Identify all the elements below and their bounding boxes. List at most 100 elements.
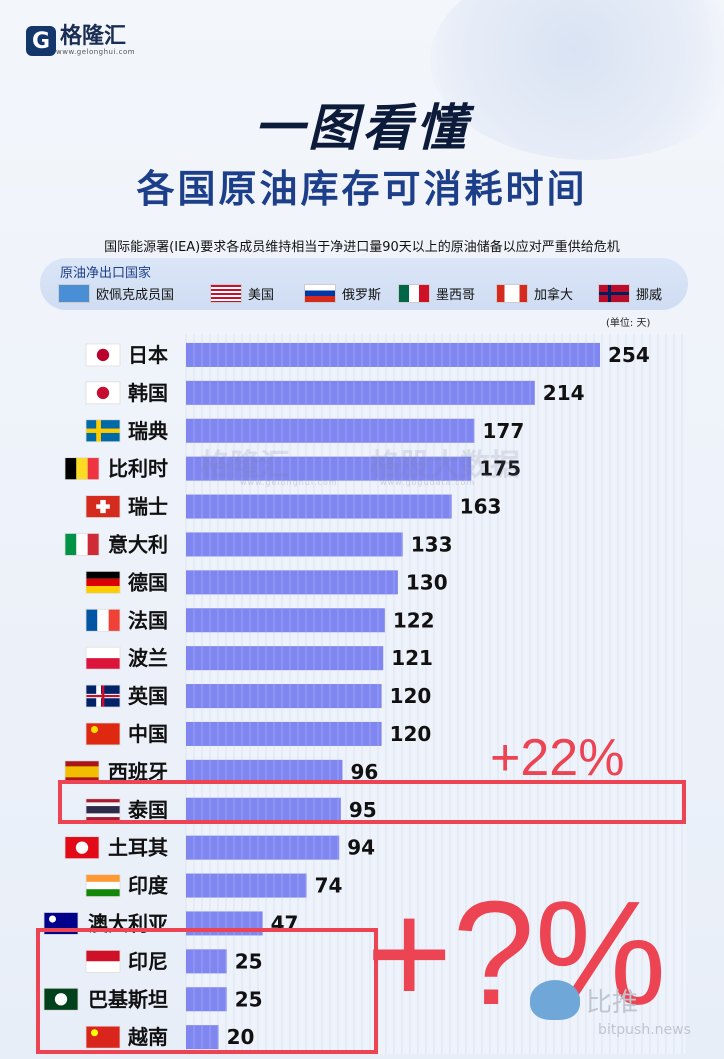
legend-item-mexico: 墨西哥: [398, 284, 475, 303]
bar-row: 175 比利时: [64, 456, 521, 481]
bar-value-label: 96: [350, 760, 378, 784]
bar-value-label: 120: [390, 722, 432, 746]
bar: [186, 873, 307, 898]
brand-logo: G 格隆汇 www.gelonghui.com: [26, 26, 135, 56]
legend-title: 原油净出口国家: [60, 266, 152, 281]
category-label: 英国: [128, 684, 168, 708]
china-flag-icon: [85, 722, 121, 746]
watermark-url-2: www.gogudata.com: [380, 478, 476, 487]
footer-brand-url: bitpush.news: [598, 1022, 691, 1038]
category-label: 瑞典: [128, 419, 168, 443]
footer-brand-name: 比推: [586, 987, 639, 1018]
bar: [186, 949, 227, 974]
unit-label: (单位: 天): [606, 318, 651, 329]
brand-name: 格隆汇: [60, 24, 127, 49]
korea-flag-icon: [85, 381, 121, 405]
category-label: 印度: [128, 874, 169, 898]
turkey-flag-icon: [64, 836, 100, 860]
category-label: 印尼: [128, 949, 168, 973]
bar-row: 96 西班牙: [64, 759, 378, 784]
bar-value-label: 25: [235, 987, 263, 1011]
legend-label: 墨西哥: [436, 288, 476, 303]
uk-flag-icon: [85, 684, 121, 708]
watermark-text-2: 格股大数据: [370, 448, 520, 483]
bar-value-label: 163: [460, 495, 502, 519]
pakistan-flag-icon: [43, 987, 79, 1011]
category-label: 西班牙: [108, 760, 168, 784]
legend-label: 挪威: [636, 288, 663, 303]
category-label: 波兰: [128, 646, 168, 670]
bar-row: 74 印度: [85, 873, 342, 898]
category-label: 瑞士: [128, 495, 168, 519]
sweden-flag-icon: [85, 419, 121, 443]
bar-value-label: 25: [235, 949, 263, 973]
bar: [186, 380, 535, 405]
page-subtitle-title: 各国原油库存可消耗时间: [136, 167, 588, 211]
poland-flag-icon: [85, 646, 121, 670]
vietnam-flag-icon: [85, 1025, 121, 1049]
logo-mark-icon: G: [26, 26, 56, 56]
usa-flag-icon: [210, 284, 242, 303]
bar-value-label: 120: [390, 684, 432, 708]
category-label: 法国: [128, 608, 168, 632]
bar-row: 95 泰国: [85, 797, 377, 822]
watermark-text: 格隆汇: [200, 448, 290, 483]
bar-value-label: 121: [391, 646, 433, 670]
germany-flag-icon: [85, 570, 121, 594]
bar: [186, 608, 385, 633]
bar-row: 177 瑞典: [85, 418, 524, 443]
category-label: 意大利: [108, 532, 168, 556]
bar-row: 122 法国: [85, 608, 435, 633]
legend-label: 加拿大: [534, 288, 574, 303]
bar-value-label: 94: [347, 836, 375, 860]
annotation-plus-question: +?%: [366, 871, 667, 1036]
highlight-box-thailand: [58, 780, 686, 824]
category-label: 比利时: [108, 457, 168, 481]
category-label: 韩国: [128, 381, 168, 405]
bar: [186, 721, 382, 746]
category-label: 越南: [127, 1025, 168, 1049]
italy-flag-icon: [64, 533, 100, 556]
watermark-url: www.gelonghui.com: [240, 478, 338, 487]
bar: [186, 342, 600, 367]
page-title: 一图看懂: [254, 99, 470, 157]
category-label: 中国: [128, 722, 168, 746]
russia-flag-icon: [304, 284, 336, 303]
bar-row: 20 越南: [85, 1025, 255, 1050]
category-label: 土耳其: [108, 836, 168, 860]
bar-row: 130 德国: [85, 570, 448, 595]
footer-brand: 比推: [530, 980, 638, 1020]
description-text: 国际能源署(IEA)要求各成员维持相当于净进口量90天以上的原油储备以应对严重供…: [104, 240, 620, 255]
switzerland-flag-icon: [85, 495, 121, 518]
bar: [186, 759, 343, 784]
bar-value-label: 175: [479, 457, 521, 481]
norway-flag-icon: [598, 284, 630, 303]
legend-label: 俄罗斯: [342, 288, 382, 303]
bar-value-label: 177: [482, 419, 524, 443]
bar-row: 25 印尼: [85, 949, 263, 974]
legend-item-usa: 美国: [210, 284, 274, 303]
bar-value-label: 20: [227, 1025, 255, 1049]
category-label: 日本: [128, 343, 168, 367]
bar: [186, 684, 382, 709]
bar-row: 94 土耳其: [64, 835, 375, 860]
bar-row: 254 日本: [85, 342, 650, 367]
indonesia-flag-icon: [85, 949, 121, 973]
bar-value-label: 130: [406, 570, 448, 594]
bar: [186, 835, 340, 860]
legend-item-norway: 挪威: [598, 284, 662, 303]
legend-label: 美国: [248, 288, 275, 303]
bar-value-label: 122: [393, 608, 435, 632]
opec-flag-icon: [58, 284, 90, 303]
india-flag-icon: [85, 874, 121, 897]
category-label: 巴基斯坦: [88, 987, 168, 1011]
belgium-flag-icon: [64, 457, 100, 481]
highlight-box-bottom: [36, 928, 378, 1054]
bar: [186, 797, 341, 822]
bar-row: 25 巴基斯坦: [43, 987, 263, 1012]
brand-url: www.gelonghui.com: [56, 48, 136, 56]
japan-flag-icon: [85, 343, 121, 367]
bar: [186, 532, 403, 557]
category-label: 德国: [128, 570, 168, 594]
bar-row: 120 英国: [85, 684, 432, 709]
